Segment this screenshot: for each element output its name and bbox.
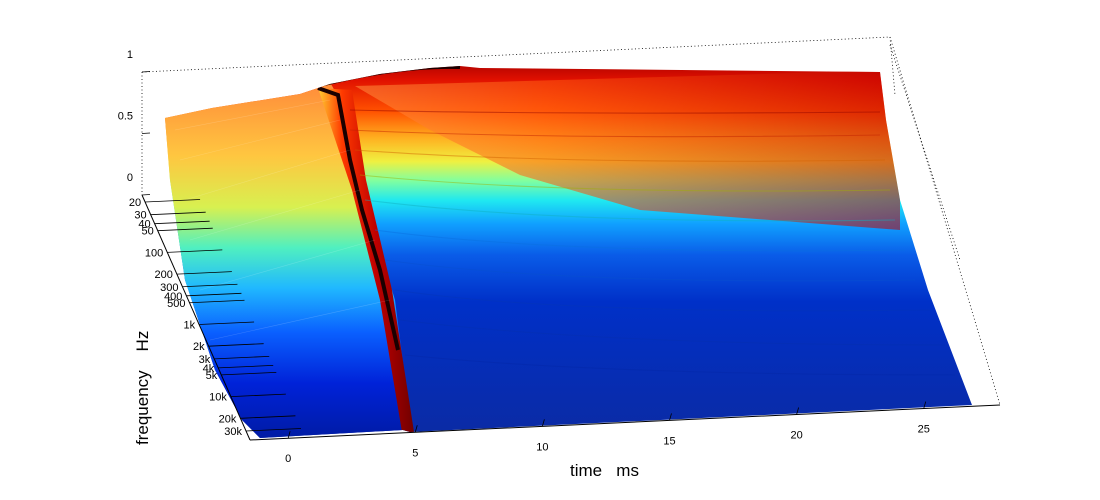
y-tick-label: 200: [155, 269, 173, 281]
y-tick-mark: [214, 355, 270, 360]
y-tick-mark: [186, 292, 242, 297]
y-tick-label: 40: [138, 219, 150, 231]
z-tick-mark: [141, 194, 151, 196]
y-tick-mark: [182, 283, 238, 288]
y-tick-label: 30k: [224, 426, 242, 438]
x-tick-mark: [669, 413, 672, 421]
y-tick-mark: [218, 364, 274, 369]
y-tick-label: 300: [160, 282, 178, 294]
y-tick-mark: [208, 343, 264, 347]
z-tick-mark: [141, 132, 151, 134]
y-tick-mark: [154, 220, 210, 225]
y-tick-label: 3k: [199, 354, 211, 366]
axis-box: [141, 36, 1001, 406]
x-tick-mark: [414, 425, 418, 433]
x-tick-mark: [923, 401, 927, 409]
y-tick-label: 50: [141, 226, 153, 238]
y-tick-label: 4k: [203, 363, 215, 375]
y-tick-label: 5k: [206, 370, 218, 382]
z-tick-label: 1: [127, 49, 133, 61]
x-tick-mark: [541, 419, 545, 427]
y-tick-mark: [145, 199, 201, 203]
y-tick-mark: [246, 428, 302, 432]
y-tick-label: 20k: [219, 413, 237, 425]
y-tick-label: 20: [129, 197, 141, 209]
y-tick-mark: [150, 211, 206, 216]
x-tick-label: 15: [663, 435, 675, 447]
y-tick-mark: [167, 249, 223, 253]
x-tick-label: 0: [285, 453, 291, 465]
z-axis-ticks: 00.51: [118, 49, 151, 196]
z-tick-label: 0.5: [118, 111, 133, 123]
y-tick-label: 400: [164, 291, 182, 303]
x-tick-mark: [287, 431, 291, 439]
y-tick-mark: [176, 271, 232, 275]
x-tick-label: 25: [918, 424, 930, 436]
x-axis-label: time ms: [570, 461, 639, 480]
y-tick-mark: [230, 393, 286, 397]
y-tick-label: 2k: [193, 341, 205, 353]
x-tick-mark: [796, 407, 799, 415]
y-tick-label: 10k: [209, 392, 227, 404]
y-tick-mark: [199, 321, 255, 325]
axis-lines: [141, 194, 1001, 441]
y-tick-label: 30: [134, 210, 146, 222]
z-tick-label: 0: [127, 172, 133, 184]
y-tick-label: 500: [167, 298, 185, 310]
waterfall-surface: [165, 66, 972, 438]
x-tick-label: 20: [790, 429, 802, 441]
y-tick-label: 100: [145, 247, 163, 259]
z-tick-mark: [141, 71, 151, 73]
time-axis-ticks: 0 5 10 15 20 25: [285, 401, 930, 465]
x-tick-label: 10: [536, 441, 548, 453]
y-tick-mark: [189, 299, 245, 304]
x-tick-label: 5: [412, 447, 418, 459]
y-axis-label: frequency Hz: [133, 331, 152, 445]
y-tick-mark: [157, 227, 213, 232]
y-tick-label: 1k: [183, 319, 195, 331]
y-tick-mark: [221, 371, 277, 376]
y-tick-mark: [240, 415, 296, 419]
